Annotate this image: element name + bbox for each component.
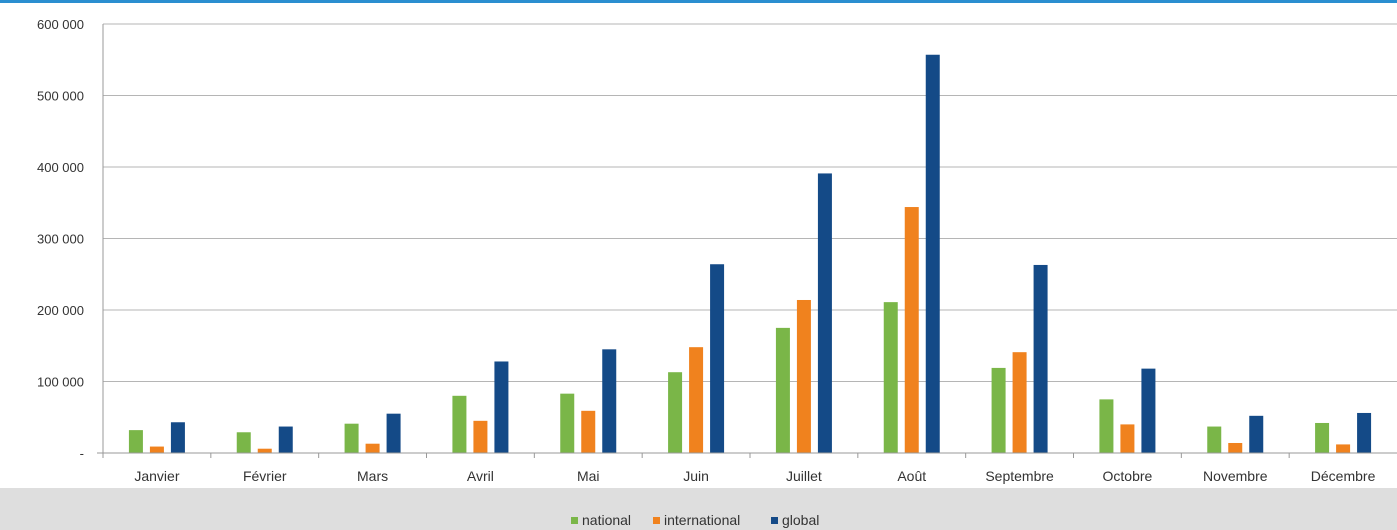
bar-international-2 xyxy=(365,443,380,453)
x-tick-label: Octobre xyxy=(1103,468,1153,484)
y-tick-label: 600 000 xyxy=(37,17,84,32)
y-axis: - 100 000 200 000 300 000 400 000 500 000 600 … xyxy=(37,17,104,461)
legend: national international global xyxy=(571,512,819,528)
x-tick-label: Mai xyxy=(577,468,600,484)
bar-global-5 xyxy=(710,264,725,453)
bar-global-6 xyxy=(817,173,832,453)
bar-international-4 xyxy=(581,410,596,453)
top-rule xyxy=(0,0,1397,3)
legend-swatch-global xyxy=(771,517,778,524)
bar-global-1 xyxy=(278,426,293,453)
gridlines xyxy=(103,23,1397,382)
bar-national-4 xyxy=(560,393,575,453)
x-tick-label: Septembre xyxy=(985,468,1054,484)
bar-international-8 xyxy=(1012,352,1027,453)
bar-global-11 xyxy=(1357,412,1372,453)
x-tick-label: Juillet xyxy=(786,468,822,484)
bar-international-7 xyxy=(904,207,919,453)
bar-global-2 xyxy=(386,413,401,453)
y-tick-label: 300 000 xyxy=(37,232,84,247)
x-tick-label: Novembre xyxy=(1203,468,1268,484)
bar-international-6 xyxy=(796,299,811,453)
bar-international-11 xyxy=(1336,444,1351,453)
x-tick-label: Janvier xyxy=(134,468,179,484)
y-tick-label: 200 000 xyxy=(37,303,84,318)
x-tick-label: Juin xyxy=(683,468,709,484)
bar-national-3 xyxy=(452,395,467,453)
bar-international-0 xyxy=(149,446,164,453)
legend-label-international: international xyxy=(664,512,740,528)
y-tick-label: 100 000 xyxy=(37,375,84,390)
bar-global-9 xyxy=(1141,368,1156,453)
bar-national-6 xyxy=(775,327,790,453)
x-tick-label: Août xyxy=(897,468,926,484)
x-tick-label: Mars xyxy=(357,468,388,484)
y-tick-label: 500 000 xyxy=(37,89,84,104)
legend-band xyxy=(0,488,1397,530)
bar-national-9 xyxy=(1099,399,1114,453)
bar-international-10 xyxy=(1228,442,1243,453)
bar-national-8 xyxy=(991,367,1006,453)
y-tick-label: - xyxy=(80,446,84,461)
bar-national-10 xyxy=(1207,426,1222,453)
legend-swatch-national xyxy=(571,517,578,524)
x-axis: Janvier Février Mars Avril Mai Juin Juillet Aoû… xyxy=(97,452,1397,484)
bar-international-3 xyxy=(473,420,488,453)
bar-global-3 xyxy=(494,361,509,453)
bar-national-1 xyxy=(236,432,251,453)
bar-global-8 xyxy=(1033,264,1048,453)
bar-national-5 xyxy=(668,372,683,453)
bar-global-4 xyxy=(602,349,617,453)
bar-national-7 xyxy=(883,302,898,453)
bar-global-10 xyxy=(1249,415,1264,453)
bar-national-0 xyxy=(128,430,143,453)
bar-global-7 xyxy=(925,54,940,454)
legend-label-global: global xyxy=(782,512,819,528)
bar-international-5 xyxy=(689,347,704,453)
x-tick-label: Avril xyxy=(467,468,494,484)
bars xyxy=(128,54,1372,454)
bar-national-2 xyxy=(344,423,359,453)
bar-international-9 xyxy=(1120,424,1135,453)
x-tick-label: Décembre xyxy=(1311,468,1376,484)
legend-label-national: national xyxy=(582,512,631,528)
bar-national-11 xyxy=(1315,422,1330,453)
legend-swatch-international xyxy=(653,517,660,524)
y-tick-label: 400 000 xyxy=(37,160,84,175)
bar-international-1 xyxy=(257,448,272,453)
bar-global-0 xyxy=(170,422,185,453)
x-tick-label: Février xyxy=(243,468,287,484)
